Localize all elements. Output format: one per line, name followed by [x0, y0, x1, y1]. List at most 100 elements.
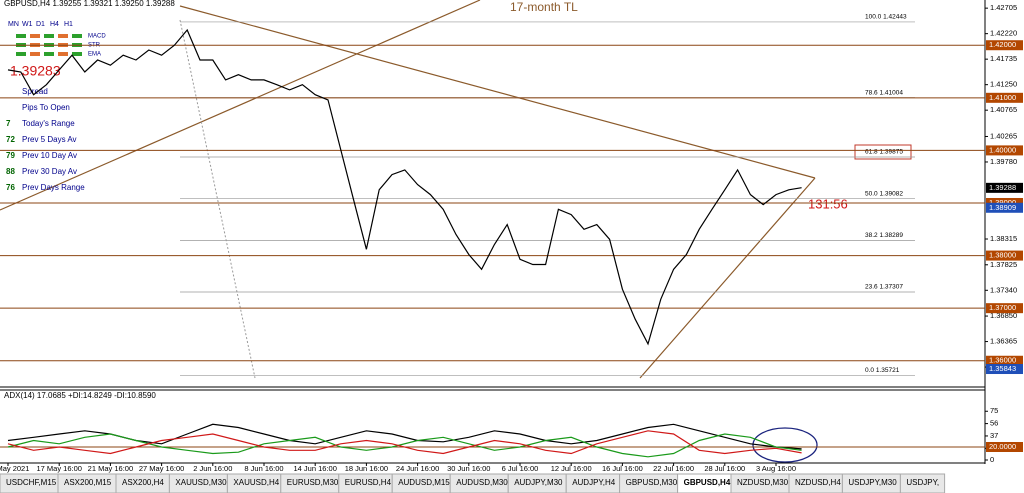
- x-tick-label: 17 May 16:00: [36, 464, 81, 473]
- signal-dot: [44, 52, 54, 56]
- y-tick-label: 1.42705: [990, 3, 1017, 12]
- tab-label[interactable]: AUDUSD,M15: [398, 478, 450, 487]
- level-tag-label: 1.42000: [989, 40, 1016, 49]
- tab-label[interactable]: EURUSD,H4: [345, 478, 392, 487]
- x-tick-label: 3 Aug 16:00: [756, 464, 796, 473]
- signal-dot: [44, 34, 54, 38]
- level-tag-label: 1.38000: [989, 251, 1016, 260]
- price-line: [7, 28, 802, 346]
- trendline: [179, 5, 816, 179]
- level-tag: [986, 355, 1023, 366]
- x-tick-label: 12 Jul 16:00: [551, 464, 592, 473]
- fib-label: 61.8 1.39875: [865, 149, 903, 156]
- stat-label: Spread: [22, 87, 48, 96]
- signal-dot: [16, 52, 26, 56]
- stat-value: 72: [6, 135, 15, 144]
- annotation: 131:56: [808, 196, 848, 211]
- timeframe[interactable]: W1: [22, 21, 33, 28]
- level-tag-label: 1.40000: [989, 145, 1016, 154]
- tab-label[interactable]: GBPUSD,H4: [684, 478, 731, 487]
- tab-label[interactable]: USDJPY,: [906, 478, 939, 487]
- tab-label[interactable]: AUDJPY,M30: [514, 478, 563, 487]
- y-tick-label: 1.38315: [990, 234, 1017, 243]
- level-tag-label: 1.37000: [989, 303, 1016, 312]
- stat-label: Pips To Open: [22, 103, 70, 112]
- x-tick-label: 2 Jun 16:00: [193, 464, 232, 473]
- tab-label[interactable]: GBPUSD,M30: [626, 478, 678, 487]
- stat-value: 79: [6, 151, 15, 160]
- level-tag: [986, 250, 1023, 261]
- fib-label: 50.0 1.39082: [865, 190, 903, 197]
- fib-label: 0.0 1.35721: [865, 367, 900, 374]
- stat-label: Prev Days Range: [22, 183, 85, 192]
- fib-label: 100.0 1.42443: [865, 14, 907, 21]
- tab-label[interactable]: USDJPY,M30: [848, 478, 897, 487]
- fib-label: 23.6 1.37307: [865, 284, 903, 291]
- tab-label[interactable]: USDCHF,M15: [6, 478, 57, 487]
- x-tick-label: 28 Jul 16:00: [704, 464, 745, 473]
- x-tick-label: 21 May 16:00: [88, 464, 133, 473]
- timeframe[interactable]: MN: [8, 21, 19, 28]
- tab-label[interactable]: EURUSD,M30: [287, 478, 339, 487]
- y-tick-label: 75: [990, 406, 998, 415]
- stat-value: 7: [6, 119, 11, 128]
- signal-dot: [30, 34, 40, 38]
- level-tag: [986, 40, 1023, 51]
- timeframe[interactable]: D1: [36, 21, 45, 28]
- price-tag-label: 1.35843: [989, 364, 1016, 373]
- price-tag-label: 1.39288: [989, 183, 1016, 192]
- signal-dot: [72, 52, 82, 56]
- price-tag: [986, 364, 1023, 375]
- tab-label[interactable]: ASX200,H4: [122, 478, 164, 487]
- price-tag: [986, 202, 1023, 213]
- tab-label[interactable]: XAUUSD,M30: [175, 478, 227, 487]
- x-tick-label: 24 Jun 16:00: [396, 464, 439, 473]
- price-line: [7, 433, 802, 458]
- price-line: [7, 430, 802, 455]
- fib-label: 78.6 1.41004: [865, 89, 903, 96]
- y-tick-label: 1.41735: [990, 54, 1017, 63]
- x-tick-label: 22 Jul 16:00: [653, 464, 694, 473]
- y-tick-label: 1.37340: [990, 285, 1017, 294]
- y-tick-label: 1.36365: [990, 337, 1017, 346]
- y-tick-label: 1.42220: [990, 29, 1017, 38]
- y-tick-label: 0: [990, 455, 994, 464]
- fib-anchor: [179, 19, 256, 379]
- x-tick-label: 27 May 16:00: [139, 464, 184, 473]
- stat-label: Today's Range: [22, 119, 75, 128]
- y-tick-label: 1.39780: [990, 157, 1017, 166]
- level-tag: [986, 92, 1023, 103]
- level-tag-label: 20.0000: [989, 442, 1016, 451]
- tab[interactable]: [899, 473, 946, 493]
- tab-label[interactable]: XAUUSD,H4: [233, 478, 279, 487]
- x-tick-label: 11 May 2021: [0, 464, 29, 473]
- x-tick-label: 6 Jul 16:00: [502, 464, 539, 473]
- tab-label[interactable]: NZDUSD,M30: [737, 478, 789, 487]
- tab-label[interactable]: AUDJPY,H4: [572, 478, 616, 487]
- tab-label[interactable]: NZDUSD,H4: [795, 478, 841, 487]
- y-tick-label: 1.36850: [990, 311, 1017, 320]
- x-tick-label: 8 Jun 16:00: [244, 464, 283, 473]
- signal-dot: [58, 34, 68, 38]
- timeframe[interactable]: H1: [64, 21, 73, 28]
- annotation: 17-month TL: [510, 0, 578, 14]
- x-tick-label: 16 Jul 16:00: [602, 464, 643, 473]
- tab-label[interactable]: ASX200,M15: [64, 478, 112, 487]
- symbol-line: GBPUSD,H4 1.39255 1.39321 1.39250 1.3928…: [4, 0, 175, 8]
- y-tick-label: 1.40765: [990, 105, 1017, 114]
- indicator-title: ADX(14) 17.0685 +DI:14.8249 -DI:10.8590: [4, 391, 156, 400]
- price-tag-label: 1.38909: [989, 203, 1016, 212]
- signal-dot: [16, 34, 26, 38]
- timeframe[interactable]: H4: [50, 21, 59, 28]
- y-tick-label: 37: [990, 431, 998, 440]
- x-tick-label: 14 Jun 16:00: [294, 464, 337, 473]
- signal-dot: [58, 52, 68, 56]
- y-tick-label: 1.41250: [990, 80, 1017, 89]
- x-tick-label: 18 Jun 16:00: [345, 464, 388, 473]
- tab-label[interactable]: AUDUSD,M30: [456, 478, 508, 487]
- highlight-ellipse: [752, 427, 818, 463]
- y-tick-label: 1.40265: [990, 131, 1017, 140]
- level-tag-label: 1.36000: [989, 356, 1016, 365]
